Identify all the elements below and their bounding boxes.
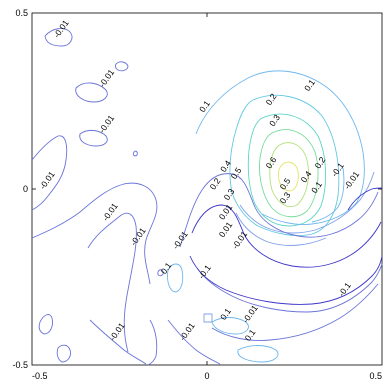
x-tick-label: -0.5 [32,371,48,381]
y-axis-tick-labels: 0.5 0 -0.5 [12,8,28,370]
plot-frame [32,13,382,365]
y-tick-label: -0.5 [12,360,28,370]
y-tick-label: 0.5 [15,8,28,18]
y-tick-label: 0 [23,184,28,194]
x-tick-label: 0 [204,371,209,381]
x-tick-label: 0.5 [369,371,382,381]
x-axis-tick-labels: -0.5 0 0.5 [32,371,382,381]
